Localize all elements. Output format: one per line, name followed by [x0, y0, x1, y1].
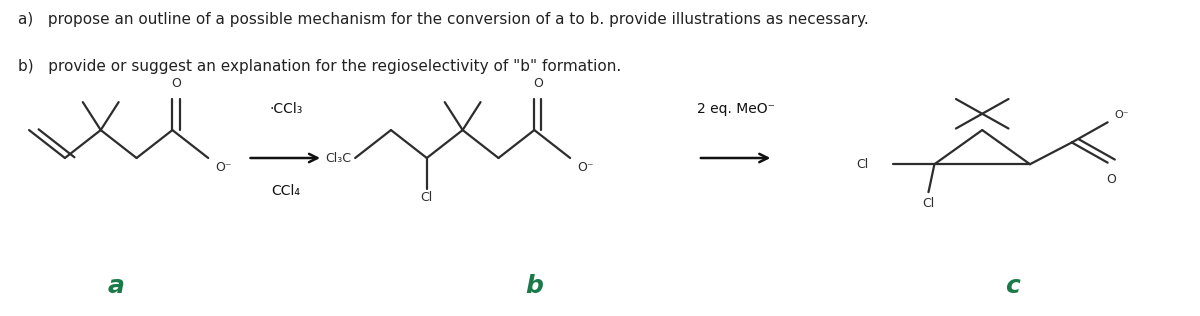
Text: Cl: Cl: [421, 191, 433, 204]
Text: ·CCl₃: ·CCl₃: [269, 102, 302, 116]
Text: a)   propose an outline of a possible mechanism for the conversion of a to b. pr: a) propose an outline of a possible mech…: [18, 12, 869, 27]
Text: CCl₄: CCl₄: [271, 185, 300, 198]
Text: Cl: Cl: [857, 158, 869, 171]
Text: 2 eq. MeO⁻: 2 eq. MeO⁻: [697, 102, 775, 116]
Text: b)   provide or suggest an explanation for the regioselectivity of "b" formation: b) provide or suggest an explanation for…: [18, 59, 622, 74]
Text: O⁻: O⁻: [216, 161, 232, 174]
Text: O⁻: O⁻: [577, 161, 594, 174]
Text: b: b: [526, 274, 544, 298]
Text: Cl₃C: Cl₃C: [325, 151, 352, 165]
Text: Cl: Cl: [923, 197, 935, 210]
Text: O: O: [172, 77, 181, 90]
Text: O: O: [1106, 173, 1116, 186]
Text: a: a: [108, 274, 125, 298]
Text: O⁻: O⁻: [1115, 110, 1129, 119]
Text: O: O: [533, 77, 542, 90]
Text: c: c: [1004, 274, 1020, 298]
